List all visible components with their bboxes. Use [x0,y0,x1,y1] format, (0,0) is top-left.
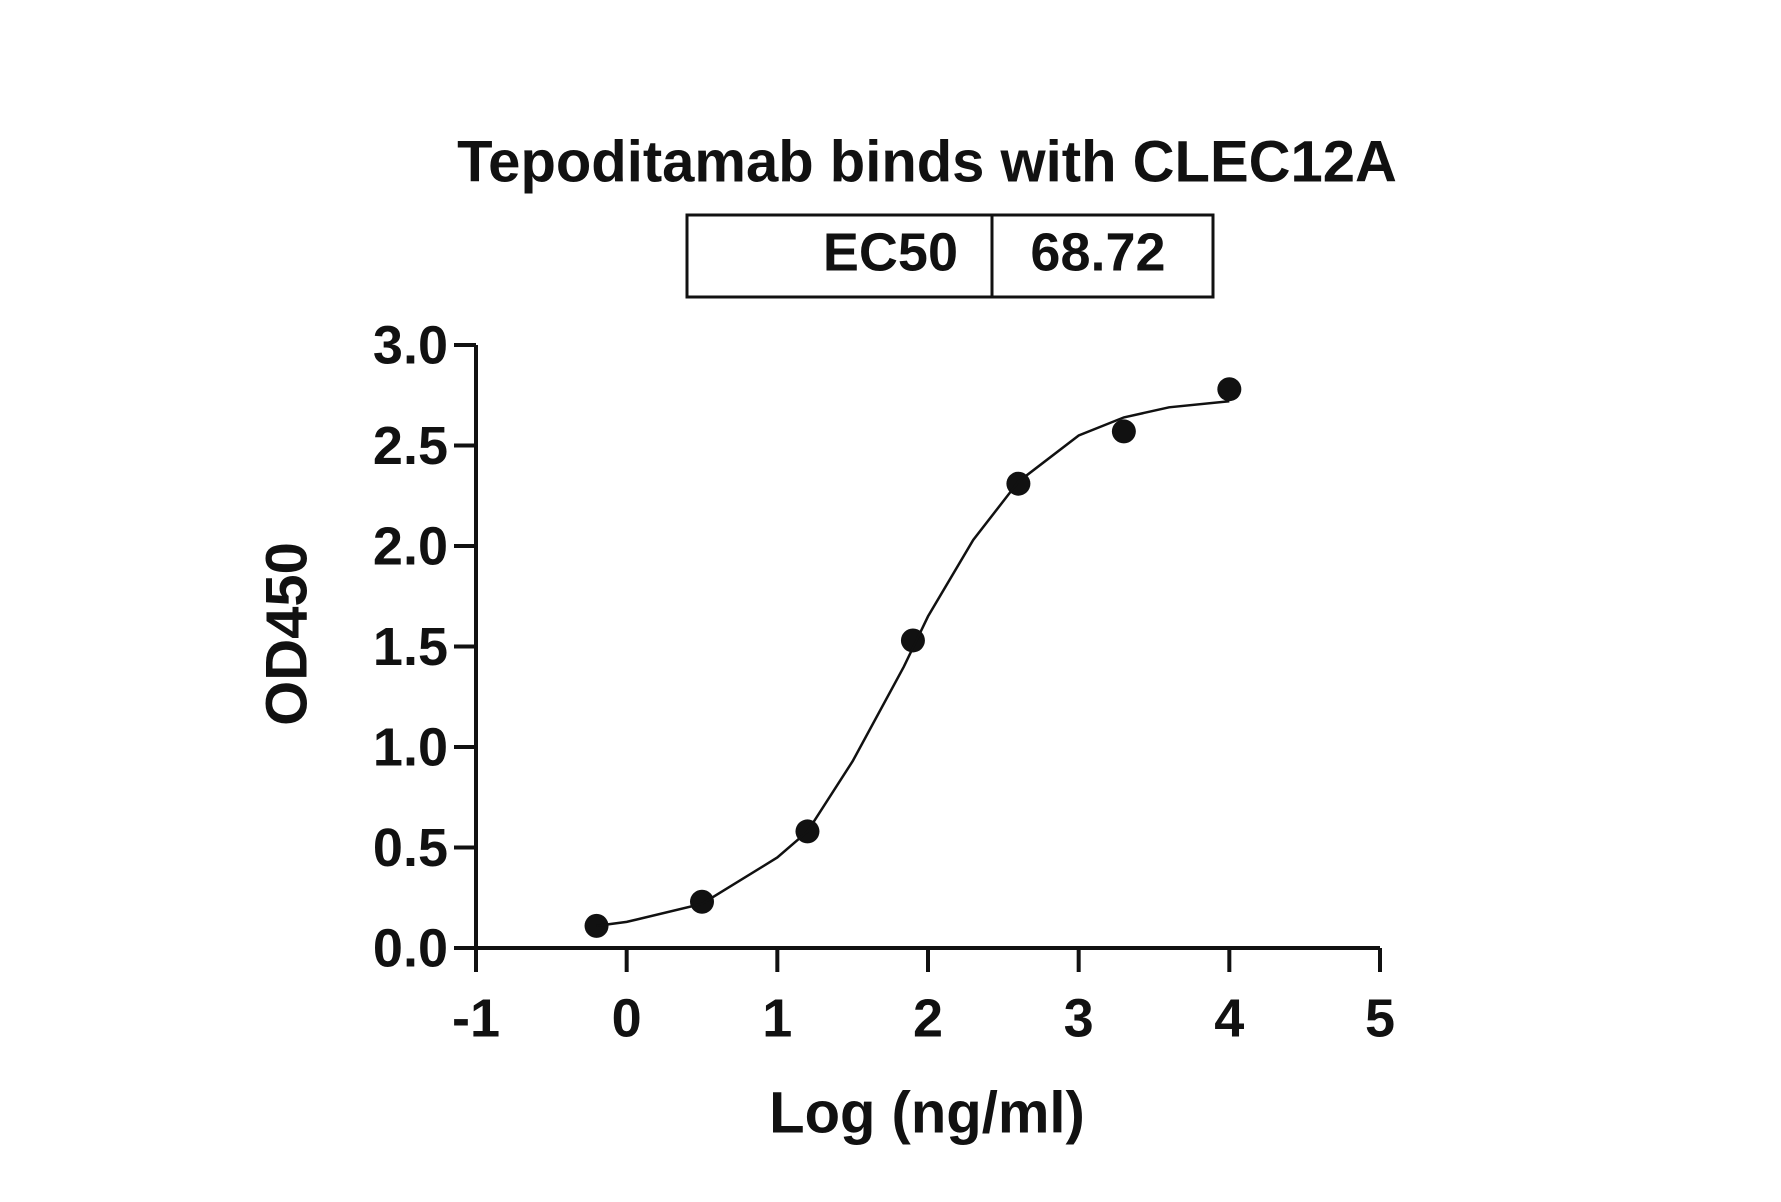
y-tick-label: 0.0 [373,918,448,978]
ec50-label: EC50 [823,222,958,282]
fit-curve [596,400,1230,928]
x-axis-title: Log (ng/ml) [769,1080,1085,1145]
x-tick-label: 0 [612,988,642,1048]
data-point [1111,419,1136,444]
y-tick-label: 1.0 [373,717,448,777]
y-tick-label: 2.5 [373,416,448,476]
x-tick-label: 1 [762,988,792,1048]
y-axis-title: OD450 [254,542,319,726]
ec50-value: 68.72 [1030,222,1165,282]
x-tick-label: 4 [1214,988,1244,1048]
x-tick-label: 3 [1064,988,1094,1048]
x-tick-label: 2 [913,988,943,1048]
ec50-box [685,213,1215,299]
y-tick-label: 1.5 [373,617,448,677]
chart-title: Tepoditamab binds with CLEC12A [457,129,1397,194]
x-tick-label: 5 [1365,988,1395,1048]
y-tick-label: 3.0 [373,315,448,375]
data-point [1217,377,1242,402]
data-point [690,889,714,914]
x-tick-label: -1 [452,988,500,1048]
y-tick-label: 2.0 [373,516,448,576]
y-tick-label: 0.5 [373,818,448,878]
